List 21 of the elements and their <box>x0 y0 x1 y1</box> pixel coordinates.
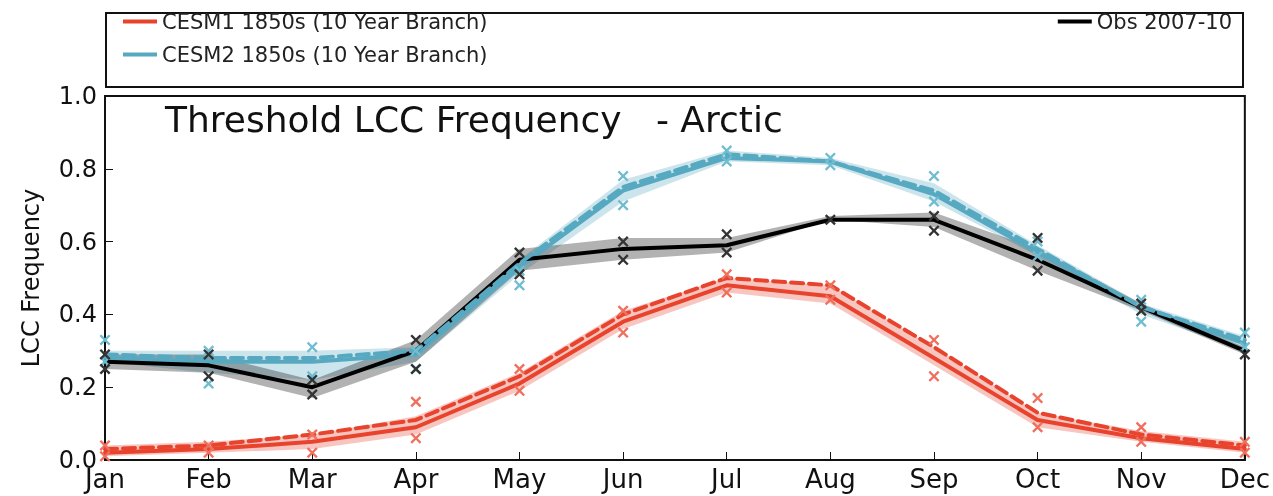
y-tick-label: 0.4 <box>58 300 97 329</box>
x-tick-label: Sep <box>909 464 959 494</box>
y-tick-label: 0.2 <box>58 373 97 402</box>
x-tick-label: Feb <box>185 464 232 494</box>
legend-label: CESM1 1850s (10 Year Branch) <box>162 9 488 34</box>
legend-label: Obs 2007-10 <box>1096 9 1232 34</box>
x-tick-label: Oct <box>1015 464 1061 494</box>
y-tick-label: 0.8 <box>58 154 97 183</box>
x-tick-label: Jul <box>709 464 743 494</box>
chart-title: Threshold LCC Frequency - Arctic <box>164 98 783 140</box>
x-tick-label: Apr <box>393 464 439 494</box>
x-tick-label: Jun <box>600 464 644 494</box>
x-tick-label: Aug <box>804 464 856 494</box>
y-axis-title: LCC Frequency <box>17 188 45 368</box>
x-tick-label: May <box>492 464 547 494</box>
x-tick-label: Dec <box>1219 464 1270 494</box>
legend-label: CESM2 1850s (10 Year Branch) <box>162 42 488 67</box>
y-tick-label: 0.6 <box>58 227 97 256</box>
x-tick-label: Mar <box>287 464 338 494</box>
x-tick-label: Nov <box>1115 464 1167 494</box>
y-tick-label: 1.0 <box>58 82 97 110</box>
